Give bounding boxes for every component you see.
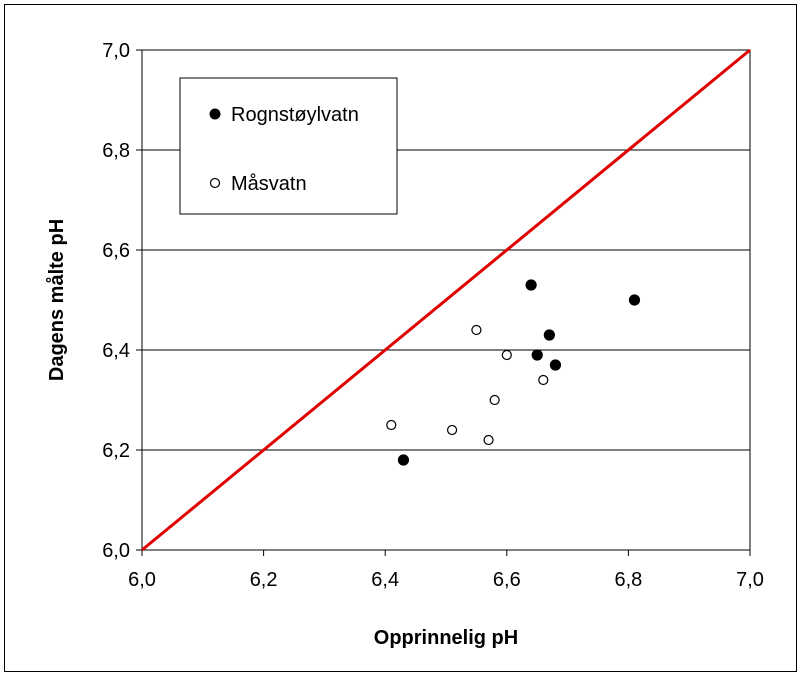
point-masvatn xyxy=(483,434,494,446)
legend-marker-masvatn xyxy=(209,177,221,189)
legend: Rognstøylvatn Måsvatn xyxy=(179,77,398,215)
legend-marker-rognstoylvatn xyxy=(209,108,221,120)
point-rognstoylvatn xyxy=(549,359,562,371)
y-tick-label: 6,6 xyxy=(102,240,130,262)
x-axis-ticks: 6,0 6,2 6,4 6,6 6,8 7,0 xyxy=(128,550,764,591)
y-tick-label: 6,2 xyxy=(102,440,130,462)
x-tick-label: 7,0 xyxy=(736,569,764,591)
y-tick-label: 6,8 xyxy=(102,140,130,162)
legend-box xyxy=(179,77,398,215)
point-rognstoylvatn xyxy=(543,329,555,341)
y-tick-label: 7,0 xyxy=(102,40,130,62)
y-tick-label: 6,0 xyxy=(102,540,130,562)
point-rognstoylvatn xyxy=(531,349,543,361)
reference-line xyxy=(141,48,751,552)
legend-label-rognstoylvatn: Rognstøylvatn xyxy=(231,104,359,126)
point-masvatn xyxy=(386,419,397,431)
x-tick-label: 6,6 xyxy=(493,569,521,591)
point-masvatn xyxy=(471,324,482,336)
legend-label-masvatn: Måsvatn xyxy=(231,173,307,195)
x-tick-label: 6,4 xyxy=(371,569,399,591)
point-masvatn xyxy=(501,349,512,361)
point-rognstoylvatn xyxy=(628,294,641,306)
point-masvatn xyxy=(489,394,500,406)
point-masvatn xyxy=(538,374,549,386)
x-tick-label: 6,0 xyxy=(128,569,156,591)
plot-area xyxy=(141,49,751,551)
y-axis-title: Dagens målte pH xyxy=(45,219,68,381)
x-tick-label: 6,8 xyxy=(614,569,642,591)
point-rognstoylvatn xyxy=(525,279,537,291)
y-axis-ticks: 6,0 6,2 6,4 6,6 6,8 7,0 xyxy=(102,40,142,562)
gridlines xyxy=(142,149,750,451)
point-masvatn xyxy=(446,424,458,436)
y-tick-label: 6,4 xyxy=(102,340,130,362)
x-tick-label: 6,2 xyxy=(250,569,278,591)
data-points xyxy=(386,279,641,466)
x-axis-title: Opprinnelig pH xyxy=(374,627,518,649)
point-rognstoylvatn xyxy=(397,454,410,466)
